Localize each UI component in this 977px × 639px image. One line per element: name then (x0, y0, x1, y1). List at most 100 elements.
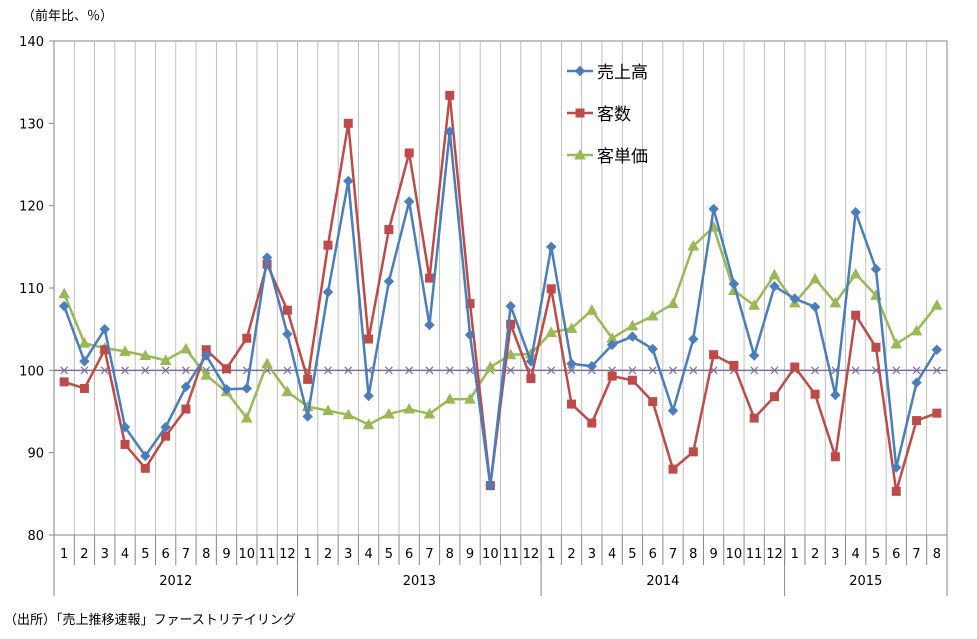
data-point (282, 305, 292, 315)
data-point (484, 361, 497, 372)
data-point (59, 377, 69, 387)
reference-marker (689, 366, 698, 375)
x-tick-label: 6 (892, 547, 900, 562)
data-point (891, 462, 902, 473)
x-tick-label: 11 (502, 547, 519, 562)
x-tick-label: 12 (279, 547, 296, 562)
data-point (343, 175, 354, 187)
reference-marker (750, 366, 759, 375)
data-point (667, 297, 679, 309)
data-point (240, 412, 253, 423)
series-1 (58, 126, 943, 491)
data-point (201, 350, 212, 361)
x-tick-label: 3 (344, 547, 352, 562)
data-point (546, 241, 557, 253)
data-point (646, 309, 659, 321)
data-point (78, 337, 91, 348)
data-point (525, 356, 537, 367)
reference-marker (770, 366, 779, 375)
data-point (221, 384, 232, 395)
x-tick-label: 10 (239, 547, 256, 562)
data-point (871, 342, 881, 352)
x-tick-label: 12 (766, 547, 783, 562)
data-point (931, 344, 943, 355)
data-point (200, 369, 213, 380)
data-point (729, 360, 739, 370)
data-point (850, 207, 861, 218)
data-point (647, 343, 658, 355)
reference-marker (425, 366, 434, 375)
reference-marker (181, 366, 190, 375)
x-tick-label: 6 (649, 547, 657, 562)
data-point (587, 418, 597, 428)
x-tick-label: 1 (304, 547, 312, 562)
reference-marker (669, 366, 677, 375)
x-tick-label: 5 (385, 547, 393, 562)
data-point (830, 389, 841, 401)
data-point (443, 393, 456, 404)
reference-marker (506, 366, 515, 375)
data-point (403, 403, 416, 414)
x-tick-label: 7 (912, 547, 920, 562)
reference-marker (324, 366, 332, 375)
data-point (181, 404, 191, 414)
x-tick-label: 8 (446, 547, 454, 562)
x-tick-label: 10 (482, 547, 499, 562)
data-point (911, 377, 922, 388)
reference-marker (851, 366, 860, 375)
data-point (932, 408, 942, 418)
data-point (769, 281, 780, 292)
data-point (99, 323, 110, 335)
data-point (140, 463, 150, 473)
data-point (829, 296, 842, 308)
x-tick-label: 9 (709, 547, 717, 562)
data-point (688, 333, 699, 345)
data-point (242, 333, 252, 343)
data-point (931, 299, 943, 310)
data-point (566, 358, 577, 369)
x-tick-label: 5 (141, 547, 149, 562)
x-tick-label: 12 (523, 547, 540, 562)
data-point (687, 239, 700, 251)
x-tick-label: 2 (811, 547, 819, 562)
year-label: 2012 (159, 574, 192, 589)
x-tick-label: 7 (182, 547, 190, 562)
legend-label: 客単価 (597, 147, 648, 167)
data-point (282, 328, 293, 340)
data-point (607, 371, 617, 381)
data-point (161, 431, 171, 441)
data-point (768, 268, 781, 280)
data-point (809, 272, 821, 284)
data-point (322, 286, 334, 298)
data-point (890, 337, 903, 349)
reference-marker (384, 366, 393, 375)
x-tick-label: 3 (101, 547, 109, 562)
source-note: （出所）「売上推移速報」ファーストリテイリング (4, 612, 296, 628)
data-point (849, 267, 862, 279)
y-tick-label: 110 (19, 282, 44, 297)
data-point (424, 273, 434, 283)
data-point (810, 389, 820, 399)
x-tick-label: 4 (121, 547, 129, 562)
legend-marker (575, 108, 585, 118)
legend-label: 売上高 (597, 63, 648, 83)
y-tick-label: 100 (19, 364, 44, 379)
reference-marker (932, 366, 941, 375)
y-tick-label: 120 (19, 200, 44, 215)
reference-marker (283, 366, 292, 375)
x-tick-label: 4 (608, 547, 616, 562)
x-tick-label: 8 (689, 547, 697, 562)
data-point (383, 276, 395, 287)
x-tick-label: 6 (405, 547, 413, 562)
data-point (790, 362, 800, 372)
legend-marker (574, 65, 586, 77)
x-tick-label: 3 (831, 547, 839, 562)
data-point (384, 225, 394, 235)
reference-marker (547, 366, 556, 375)
data-point (403, 196, 415, 207)
x-tick-label: 5 (628, 547, 636, 562)
x-tick-label: 8 (202, 547, 210, 562)
x-tick-label: 1 (791, 547, 799, 562)
data-point (749, 413, 759, 423)
